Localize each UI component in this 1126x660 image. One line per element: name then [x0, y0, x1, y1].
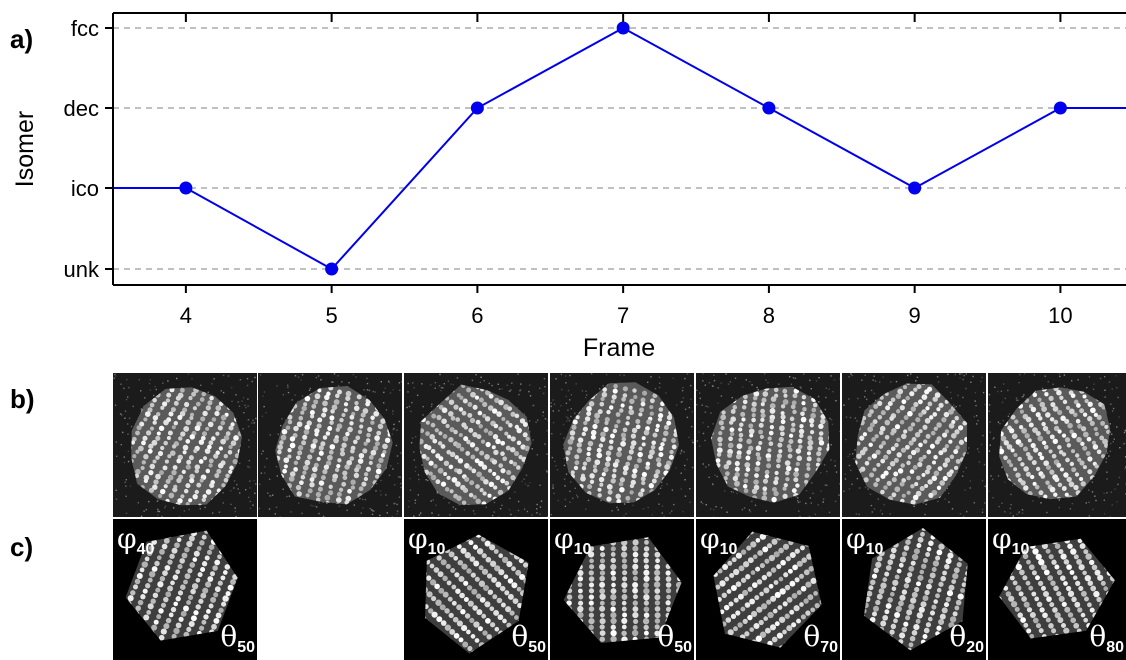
phi-angle-label: φ10	[992, 522, 1030, 558]
tick-labels: unk ico dec fcc 4 5 6 7 8 9 10	[64, 16, 1073, 328]
data-point	[908, 181, 922, 195]
x-tick-label: 9	[909, 303, 921, 328]
experimental-frame-image	[696, 373, 840, 517]
y-tick-label: fcc	[71, 16, 99, 41]
experimental-frame-image	[258, 373, 402, 517]
theta-angle-label: θ50	[657, 620, 692, 656]
experimental-frame-image	[404, 373, 548, 517]
x-tick-label: 7	[617, 303, 629, 328]
x-tick-label: 5	[326, 303, 338, 328]
data-point	[762, 101, 776, 115]
theta-angle-label: θ50	[220, 620, 255, 656]
data-point	[325, 262, 339, 276]
phi-angle-label: φ10	[846, 522, 884, 558]
experimental-frame-image	[550, 373, 694, 517]
phi-angle-label: φ10	[554, 522, 592, 558]
y-tick-label: ico	[71, 176, 99, 201]
theta-angle-label: θ80	[1089, 620, 1124, 656]
theta-angle-label: θ20	[949, 620, 984, 656]
x-axis-label: Frame	[583, 334, 655, 362]
y-tick-label: dec	[64, 96, 99, 121]
x-tick-label: 10	[1048, 303, 1072, 328]
y-axis-label: Isomer	[11, 111, 39, 187]
simulated-image: φ10 θ50	[404, 519, 548, 660]
axes	[105, 12, 1126, 293]
simulated-image: φ40 θ50	[113, 519, 257, 660]
y-tick-label: unk	[64, 257, 100, 282]
theta-angle-label: θ70	[803, 620, 838, 656]
data-point	[470, 101, 484, 115]
x-tick-label: 4	[180, 303, 192, 328]
experimental-frame-image	[842, 373, 986, 517]
panel-label-a: a)	[10, 24, 34, 54]
panel-label-b: b)	[10, 384, 35, 414]
panel-label-c: c)	[10, 532, 34, 562]
data-point	[1053, 101, 1067, 115]
phi-angle-label: φ40	[117, 522, 155, 558]
data-point	[179, 181, 193, 195]
series-line	[113, 26, 1126, 271]
theta-angle-label: θ50	[511, 620, 546, 656]
phi-angle-label: φ10	[408, 522, 446, 558]
phi-angle-label: φ10	[700, 522, 738, 558]
simulated-image: φ10 θ80	[988, 519, 1126, 660]
simulated-image: φ10 θ20	[842, 519, 986, 660]
series-layer	[113, 21, 1126, 276]
simulated-image: φ10 θ70	[696, 519, 840, 660]
experimental-frame-image	[113, 373, 257, 517]
data-point	[616, 21, 630, 35]
x-tick-label: 6	[471, 303, 483, 328]
x-tick-label: 8	[763, 303, 775, 328]
simulated-image: φ10 θ50	[550, 519, 694, 660]
isomer-line-chart: unk ico dec fcc 4 5 6 7 8 9 10 Frame Isomer	[11, 12, 1126, 362]
experimental-frame-image	[988, 373, 1126, 517]
